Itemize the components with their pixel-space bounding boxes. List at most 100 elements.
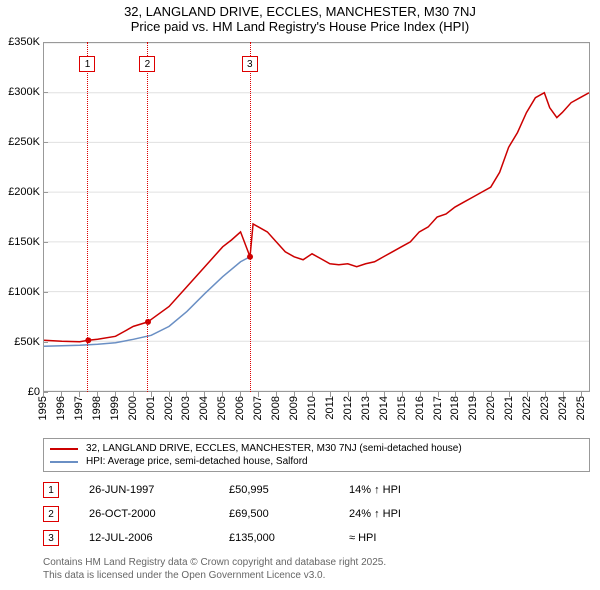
xtick-mark xyxy=(294,392,295,397)
xtick-mark xyxy=(509,392,510,397)
title-sub: Price paid vs. HM Land Registry's House … xyxy=(0,19,600,38)
sales-row: 126-JUN-1997£50,99514% ↑ HPI xyxy=(43,478,489,502)
footer-line-2: This data is licensed under the Open Gov… xyxy=(43,569,386,582)
xtick-label: 2000 xyxy=(127,396,139,420)
xtick-mark xyxy=(61,392,62,397)
xtick-mark xyxy=(79,392,80,397)
ytick-mark xyxy=(43,142,48,143)
xtick-label: 2003 xyxy=(180,396,192,420)
xtick-label: 1999 xyxy=(109,396,121,420)
xtick-label: 2005 xyxy=(216,396,228,420)
sales-price: £50,995 xyxy=(229,484,349,496)
xtick-label: 2025 xyxy=(575,396,587,420)
xtick-label: 1997 xyxy=(73,396,85,420)
xtick-label: 2013 xyxy=(360,396,372,420)
xtick-label: 2002 xyxy=(163,396,175,420)
legend-label: HPI: Average price, semi-detached house,… xyxy=(86,456,308,467)
sale-marker-idx: 2 xyxy=(139,56,155,72)
ytick-mark xyxy=(43,292,48,293)
footer-line-1: Contains HM Land Registry data © Crown c… xyxy=(43,556,386,569)
sales-row: 312-JUL-2006£135,000≈ HPI xyxy=(43,526,489,550)
xtick-label: 2007 xyxy=(252,396,264,420)
footer: Contains HM Land Registry data © Crown c… xyxy=(43,556,386,582)
xtick-label: 2020 xyxy=(485,396,497,420)
sales-price: £69,500 xyxy=(229,508,349,520)
xtick-mark xyxy=(151,392,152,397)
ytick-label: £100K xyxy=(8,286,40,298)
xtick-mark xyxy=(420,392,421,397)
xtick-label: 2022 xyxy=(521,396,533,420)
series-price_paid xyxy=(44,93,589,342)
sales-idx: 3 xyxy=(43,530,59,546)
xtick-label: 2016 xyxy=(414,396,426,420)
xtick-mark xyxy=(276,392,277,397)
legend-swatch xyxy=(50,461,78,463)
xtick-label: 2008 xyxy=(270,396,282,420)
ytick-label: £50K xyxy=(14,336,40,348)
title-main: 32, LANGLAND DRIVE, ECCLES, MANCHESTER, … xyxy=(0,0,600,19)
xtick-label: 2010 xyxy=(306,396,318,420)
sale-marker-idx: 3 xyxy=(242,56,258,72)
legend-row: HPI: Average price, semi-detached house,… xyxy=(50,455,583,468)
xtick-label: 1995 xyxy=(37,396,49,420)
xtick-mark xyxy=(455,392,456,397)
xtick-mark xyxy=(97,392,98,397)
chart-container: 32, LANGLAND DRIVE, ECCLES, MANCHESTER, … xyxy=(0,0,600,590)
xtick-label: 2011 xyxy=(324,396,336,420)
xtick-mark xyxy=(384,392,385,397)
xtick-label: 2019 xyxy=(467,396,479,420)
xtick-mark xyxy=(348,392,349,397)
ytick-label: £150K xyxy=(8,236,40,248)
xtick-label: 2004 xyxy=(198,396,210,420)
xtick-mark xyxy=(204,392,205,397)
sales-date: 26-OCT-2000 xyxy=(89,508,229,520)
xtick-mark xyxy=(563,392,564,397)
xtick-mark xyxy=(545,392,546,397)
xtick-mark xyxy=(258,392,259,397)
legend-swatch xyxy=(50,448,78,450)
ytick-mark xyxy=(43,92,48,93)
xtick-mark xyxy=(169,392,170,397)
xtick-mark xyxy=(43,392,44,397)
xtick-label: 2017 xyxy=(432,396,444,420)
ytick-label: £300K xyxy=(8,86,40,98)
ytick-mark xyxy=(43,192,48,193)
xtick-mark xyxy=(115,392,116,397)
xtick-mark xyxy=(491,392,492,397)
xtick-label: 1996 xyxy=(55,396,67,420)
xtick-label: 2015 xyxy=(396,396,408,420)
xtick-label: 2012 xyxy=(342,396,354,420)
ytick-label: £250K xyxy=(8,136,40,148)
sales-pct: ≈ HPI xyxy=(349,532,489,544)
xtick-label: 2023 xyxy=(539,396,551,420)
sales-row: 226-OCT-2000£69,50024% ↑ HPI xyxy=(43,502,489,526)
xtick-mark xyxy=(581,392,582,397)
sales-date: 26-JUN-1997 xyxy=(89,484,229,496)
xtick-mark xyxy=(222,392,223,397)
sale-marker-idx: 1 xyxy=(79,56,95,72)
xtick-mark xyxy=(186,392,187,397)
ytick-mark xyxy=(43,342,48,343)
xtick-label: 2014 xyxy=(378,396,390,420)
plot-area xyxy=(43,42,590,392)
plot-svg xyxy=(44,43,589,391)
xtick-label: 2001 xyxy=(145,396,157,420)
sales-table: 126-JUN-1997£50,99514% ↑ HPI226-OCT-2000… xyxy=(43,478,489,550)
ytick-mark xyxy=(43,242,48,243)
xtick-mark xyxy=(330,392,331,397)
xtick-mark xyxy=(133,392,134,397)
xtick-label: 2024 xyxy=(557,396,569,420)
xtick-mark xyxy=(402,392,403,397)
xtick-label: 2021 xyxy=(503,396,515,420)
xtick-mark xyxy=(312,392,313,397)
sale-marker-line xyxy=(147,42,148,392)
legend-label: 32, LANGLAND DRIVE, ECCLES, MANCHESTER, … xyxy=(86,443,462,454)
xtick-label: 2018 xyxy=(449,396,461,420)
sales-pct: 24% ↑ HPI xyxy=(349,508,489,520)
xtick-mark xyxy=(438,392,439,397)
legend-row: 32, LANGLAND DRIVE, ECCLES, MANCHESTER, … xyxy=(50,442,583,455)
sale-marker-line xyxy=(250,42,251,392)
xtick-mark xyxy=(240,392,241,397)
xtick-label: 1998 xyxy=(91,396,103,420)
sales-price: £135,000 xyxy=(229,532,349,544)
